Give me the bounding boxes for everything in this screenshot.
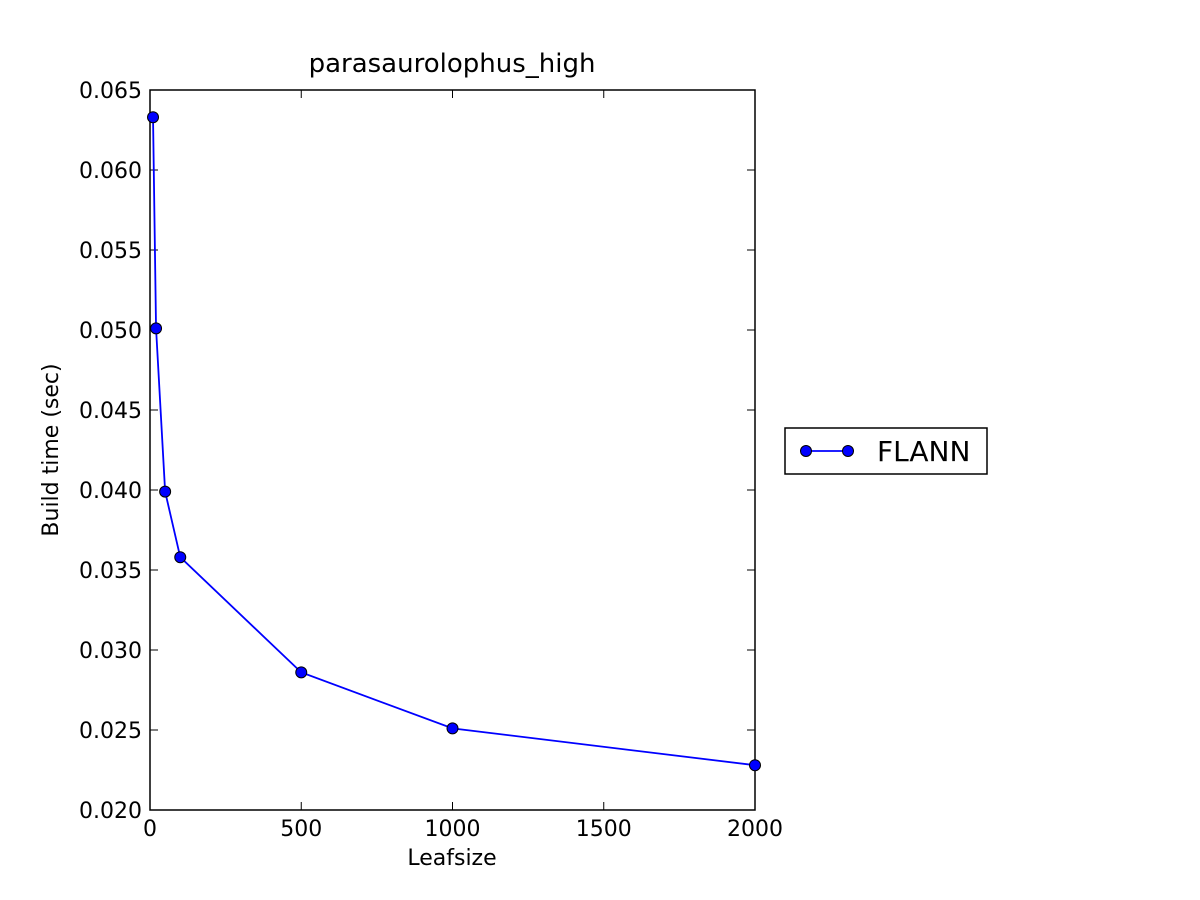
data-point — [446, 722, 459, 735]
plot-area: 0 500 1000 1500 2000 0.020 0.025 0.030 0.035 0.04… — [79, 79, 783, 842]
x-tick-label: 0 — [143, 817, 157, 842]
x-tick-label: 2000 — [727, 817, 783, 842]
data-point — [159, 485, 172, 498]
y-tick-label: 0.045 — [79, 399, 142, 424]
data-point — [749, 759, 761, 772]
legend-marker — [842, 445, 854, 457]
series-line-flann — [152, 117, 756, 767]
y-tick-label: 0.020 — [79, 799, 142, 824]
data-point — [295, 666, 308, 679]
y-tick-label: 0.030 — [79, 639, 142, 664]
legend-marker — [800, 445, 812, 457]
y-tick-label: 0.035 — [79, 559, 142, 584]
y-tick-label: 0.040 — [79, 479, 142, 504]
plot-frame — [149, 89, 756, 811]
x-tick-label: 1500 — [576, 817, 632, 842]
data-point — [147, 111, 160, 124]
legend: FLANN — [784, 427, 988, 475]
y-tick-label: 0.060 — [79, 159, 142, 184]
y-tick-label: 0.050 — [79, 319, 142, 344]
chart-title: parasaurolophus_high — [309, 49, 596, 79]
data-point — [150, 322, 163, 335]
y-tick-label: 0.065 — [79, 79, 142, 104]
x-axis-label: Leafsize — [407, 846, 496, 871]
legend-label: FLANN — [877, 435, 970, 468]
y-axis-label: Build time (sec) — [39, 363, 64, 536]
data-point — [174, 551, 187, 564]
x-tick-label: 1000 — [425, 817, 481, 842]
y-tick-label: 0.055 — [79, 239, 142, 264]
x-tick-label: 500 — [280, 817, 322, 842]
y-tick-label: 0.025 — [79, 719, 142, 744]
